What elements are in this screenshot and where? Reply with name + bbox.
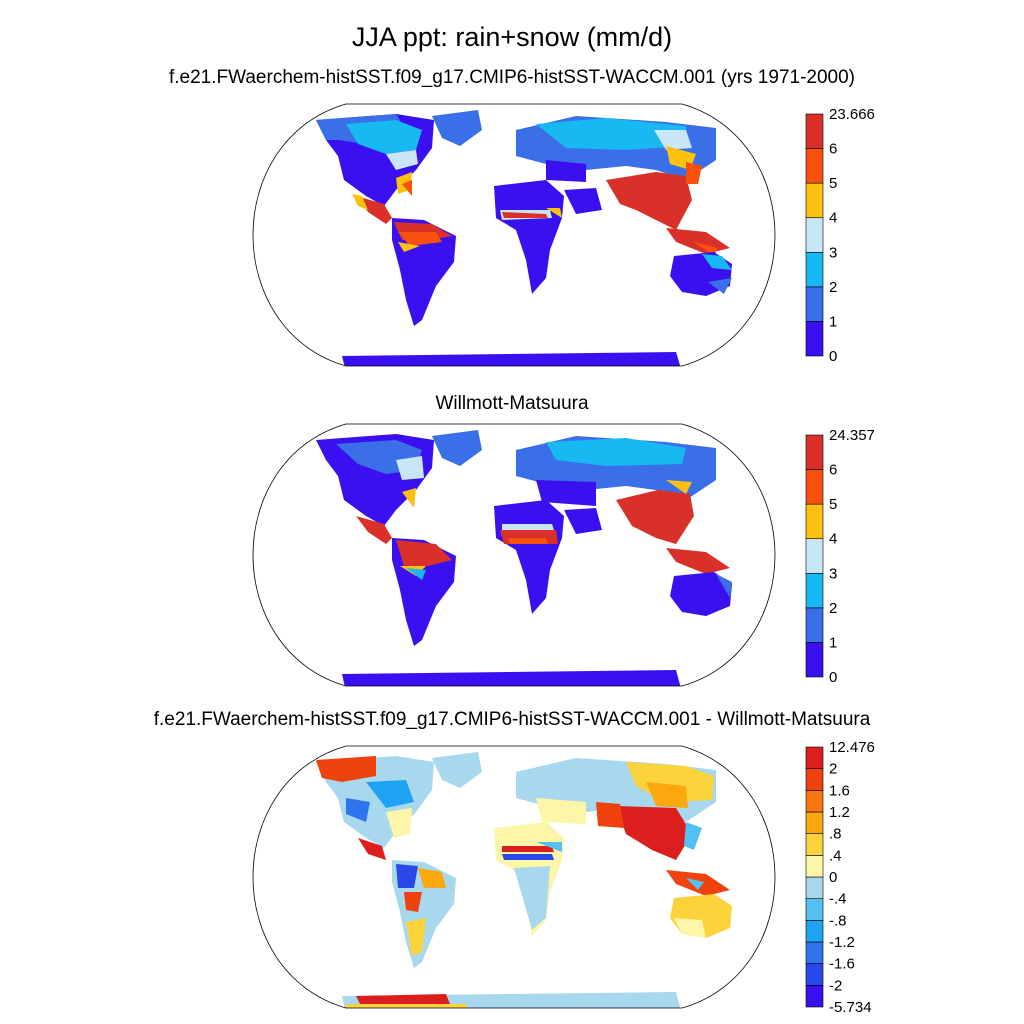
colorbar-segment [805,941,824,964]
colorbar-label: 0 [829,348,837,365]
colorbar-label: -.4 [829,891,847,908]
colorbar-label: -1.6 [829,956,855,973]
africa-region [494,500,564,614]
colorbar-label: .4 [829,847,842,864]
colorbar-label: 2 [829,761,837,778]
colorbar-label: 0 [829,869,837,886]
colorbar-label: 2 [829,279,837,296]
map-outline [252,745,776,1009]
colorbar-label: 3 [829,565,837,582]
colorbar-label: 5 [829,496,837,513]
colorbar-segment [805,746,824,769]
colorbar-segment [805,572,824,609]
colorbar-label: 6 [829,462,837,479]
colorbar-label: 23.666 [829,106,875,123]
map-model [252,103,776,367]
colorbar-label: -5.734 [829,999,872,1016]
colorbar-label: 4 [829,210,837,227]
colorbar-segment [805,768,824,791]
map-outline [252,103,776,367]
colorbar-label: 2 [829,600,837,617]
panel-title-observations: Willmott-Matsuura [435,393,589,414]
colorbar-label: 0 [829,669,837,686]
colorbar-observations: 0 1 2 3 4 5 6 24.357 [805,427,875,686]
colorbar-segment [805,251,824,288]
colorbar-segment [805,963,824,986]
colorbar-label: -2 [829,977,842,994]
colorbar-segment [805,538,824,574]
colorbar-label: 1.6 [829,782,850,799]
colorbar-segment [805,113,824,149]
figure-title: JJA ppt: rain+snow (mm/d) [351,22,673,52]
colorbar-segment [805,898,824,921]
colorbar-label: 3 [829,244,837,261]
colorbar-segment [805,434,824,470]
colorbar-label: .8 [829,826,842,843]
colorbar-segment [805,503,824,540]
colorbar-segment [805,811,824,834]
colorbar-segment [805,790,824,813]
map-outline [252,423,776,687]
colorbar-segment [805,855,824,878]
colorbar-segment [805,286,824,322]
antarctica-region [342,352,682,366]
colorbar-segment [805,217,824,253]
colorbar-model: 0 1 2 3 4 5 6 23.666 [805,106,875,365]
antarctica-region [342,670,682,686]
colorbar-segment [805,321,824,357]
colorbar-segment [805,833,824,856]
australia-region [670,572,732,616]
colorbar-segment [805,469,824,505]
colorbar-label: 1.2 [829,804,850,821]
colorbar-label: 5 [829,175,837,192]
colorbar-difference: -5.734 -2 -1.6 -1.2 -.8 -.4 0 .4 .8 1.2 1.6 2 12.476 [805,739,875,1016]
map-observations [252,423,776,687]
panel-title-model: f.e21.FWaerchem-histSST.f09_g17.CMIP6-hi… [168,67,855,88]
colorbar-segment [805,985,824,1008]
colorbar-segment [805,642,824,678]
map-difference [252,745,776,1009]
colorbar-segment [805,607,824,643]
colorbar-label: -1.2 [829,934,855,951]
colorbar-label: 6 [829,141,837,158]
colorbar-segment [805,920,824,943]
colorbar-label: 1 [829,313,837,330]
colorbar-label: 1 [829,634,837,651]
colorbar-label: -.8 [829,912,847,929]
colorbar-segment [805,182,824,219]
africa-region [494,180,564,294]
colorbar-segment [805,876,824,899]
colorbar-segment [805,148,824,184]
colorbar-label: 24.357 [829,427,875,444]
colorbar-label: 4 [829,531,837,548]
colorbar-label: 12.476 [829,739,875,756]
panel-title-difference: f.e21.FWaerchem-histSST.f09_g17.CMIP6-hi… [153,709,871,730]
